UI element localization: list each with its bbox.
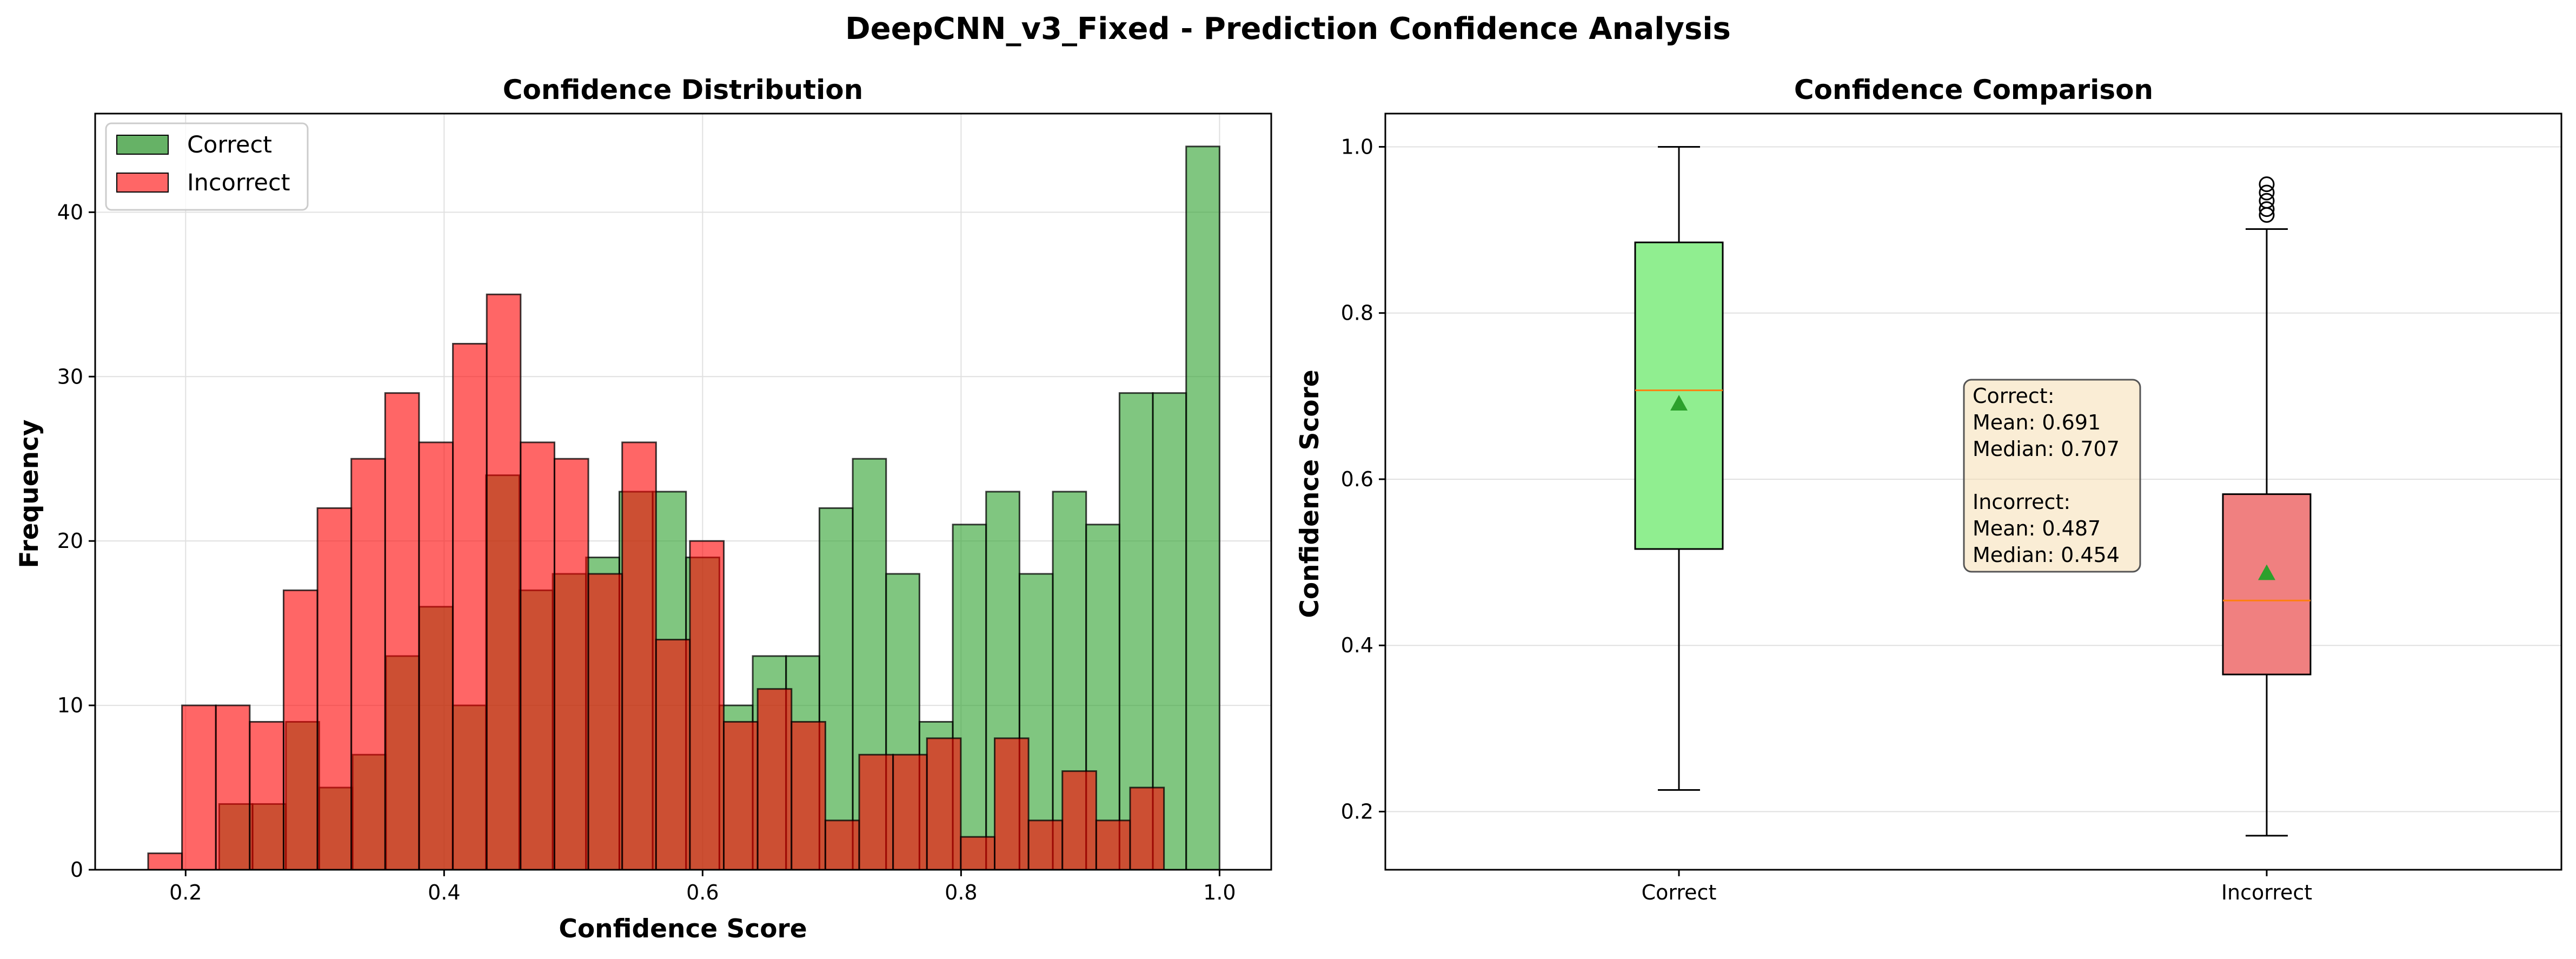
outlier-point-incorrect [2259,176,2275,193]
boxplot-ytick-label: 0.8 [1341,301,1373,325]
histogram-bar-incorrect [384,392,420,871]
histogram-bar-incorrect [350,458,386,871]
histogram-bar-incorrect [723,720,759,871]
histogram-bar-incorrect [892,753,928,871]
histogram-bar-incorrect [1129,786,1165,871]
boxplot-ytick-label: 1.0 [1341,135,1373,158]
stats-annotation-box [1963,379,2141,573]
histogram-xtick-label: 0.4 [428,881,460,904]
boxplot-grid [1385,146,2561,812]
histogram-bar-incorrect [960,836,996,871]
figure-title: DeepCNN_v3_Fixed - Prediction Confidence… [845,11,1731,47]
histogram-ytick-label: 0 [70,858,83,882]
mean-marker-correct [1670,395,1688,411]
histogram-bar-incorrect [486,293,522,871]
histogram-xlabel: Confidence Score [559,914,807,944]
histogram-panel: Confidence Distribution Confidence Score… [15,74,1272,944]
histogram-bar-incorrect [1095,819,1131,871]
boxplot-panel: Confidence Comparison Confidence Score 0… [1295,74,2562,904]
box-incorrect [2222,493,2312,676]
histogram-bar-incorrect [926,737,962,871]
boxplot-xtick-label: Incorrect [2221,881,2312,904]
histogram-bar-incorrect [824,819,860,871]
histogram-ytick-label: 30 [57,365,83,388]
legend-swatch-correct [116,135,169,155]
histogram-bar-incorrect [418,441,454,871]
histogram-ticks: 0.2 0.4 0.6 0.8 1.0 0 10 20 30 40 [57,200,1236,904]
boxplot-axes-frame [1384,113,2562,871]
histogram-legend: Correct Incorrect [105,122,309,211]
stats-annotation: Correct: Mean: 0.691 Median: 0.707 Incor… [1963,379,2141,573]
histogram-bar-incorrect [791,720,826,871]
outlier-point-incorrect [2259,184,2275,201]
boxplot-title: Confidence Comparison [1794,74,2153,105]
boxplot-ytick-label: 0.2 [1341,799,1373,823]
histogram-xtick-label: 0.6 [686,881,719,904]
boxplot-boxes [1634,145,2312,837]
histogram-bar-incorrect [181,704,217,871]
histogram-bar-incorrect [316,507,353,871]
legend-swatch-incorrect [116,173,169,193]
outlier-point-incorrect [2259,201,2275,217]
histogram-bar-incorrect [858,753,894,871]
histogram-bar-incorrect [621,441,657,871]
histogram-ytick-label: 20 [57,529,83,553]
histogram-bar-incorrect [994,737,1030,871]
histogram-bar-incorrect [689,540,725,871]
stats-line-1: Correct: [1973,384,2055,408]
legend-label-correct: Correct [187,131,272,158]
stats-line-5: Incorrect: [1973,490,2070,514]
boxplot-ticks: 0.2 0.4 0.6 0.8 1.0 Correct Incorrect [1341,135,2313,904]
histogram-ylabel: Frequency [15,419,44,568]
boxplot-xtick-label: Correct [1642,881,1717,904]
histogram-ytick-label: 10 [57,693,83,717]
stats-line-3: Median: 0.707 [1973,437,2120,461]
histogram-bar-incorrect [520,441,555,871]
legend-label-incorrect: Incorrect [187,169,290,196]
histogram-bar-incorrect [587,573,623,871]
stats-line-6: Mean: 0.487 [1973,517,2101,540]
histogram-bar-incorrect [756,688,793,871]
histogram-bar-incorrect [553,458,589,871]
histogram-bar-correct [1185,145,1220,871]
boxplot-ytick-label: 0.4 [1341,633,1373,657]
histogram-ytick-label: 40 [57,200,83,224]
histogram-bar-incorrect [452,342,488,871]
histogram-bar-incorrect [655,639,691,871]
outlier-point-incorrect [2259,193,2275,209]
boxplot-ytick-label: 0.6 [1341,467,1373,491]
histogram-bar-incorrect [215,704,251,871]
histogram-xtick-label: 0.8 [945,881,977,904]
histogram-bar-incorrect [249,720,284,871]
histogram-axes-frame [94,113,1272,871]
histogram-bars [147,145,1220,871]
histogram-bar-incorrect [1061,770,1097,871]
stats-line-2: Mean: 0.691 [1973,411,2101,434]
stats-line-7: Median: 0.454 [1973,543,2120,567]
histogram-bar-incorrect [147,852,183,871]
mean-marker-incorrect [2258,564,2275,580]
histogram-title: Confidence Distribution [503,74,863,105]
boxplot-ylabel: Confidence Score [1295,369,1325,618]
histogram-bar-incorrect [1027,819,1064,871]
histogram-xtick-label: 0.2 [169,881,202,904]
histogram-bar-incorrect [282,589,318,871]
histogram-xtick-label: 1.0 [1203,881,1236,904]
